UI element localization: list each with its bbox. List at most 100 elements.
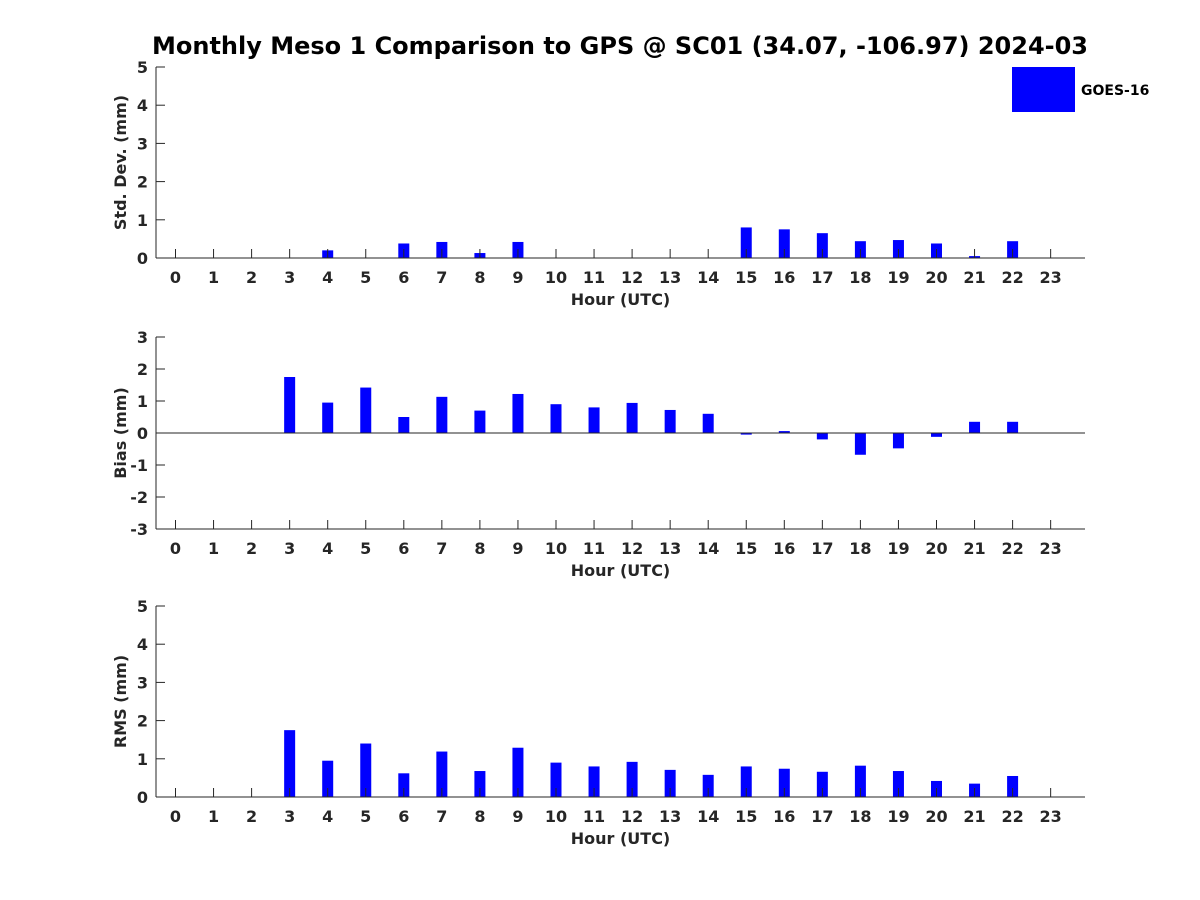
x-tick-label: 0 <box>170 539 181 558</box>
x-tick-label: 13 <box>659 539 681 558</box>
x-tick-label: 0 <box>170 268 181 287</box>
y-tick-label: 2 <box>137 712 148 731</box>
x-tick-label: 6 <box>398 268 409 287</box>
x-tick-label: 3 <box>284 539 295 558</box>
x-tick-label: 22 <box>1001 539 1023 558</box>
x-tick-label: 0 <box>170 807 181 826</box>
x-tick-label: 7 <box>436 268 447 287</box>
bar-hour-4 <box>322 760 334 797</box>
x-tick-label: 1 <box>208 268 219 287</box>
bar-hour-8 <box>474 771 486 797</box>
x-tick-label: 9 <box>512 807 523 826</box>
bar-hour-18 <box>854 433 866 455</box>
bar-hour-19 <box>892 433 904 449</box>
x-tick-label: 5 <box>360 268 371 287</box>
y-tick-label: -1 <box>130 456 148 475</box>
x-tick-label: 1 <box>208 807 219 826</box>
x-tick-label: 22 <box>1001 807 1023 826</box>
x-tick-label: 15 <box>735 539 757 558</box>
x-tick-label: 11 <box>583 807 605 826</box>
x-tick-label: 9 <box>512 268 523 287</box>
bar-hour-10 <box>550 762 562 797</box>
x-tick-label: 17 <box>811 807 833 826</box>
bar-hour-17 <box>816 771 828 797</box>
x-tick-label: 14 <box>697 539 719 558</box>
x-tick-label: 22 <box>1001 268 1023 287</box>
x-tick-label: 18 <box>849 807 871 826</box>
x-tick-label: 13 <box>659 268 681 287</box>
y-tick-label: 2 <box>137 173 148 192</box>
bar-hour-13 <box>664 769 676 797</box>
x-tick-label: 19 <box>887 268 909 287</box>
bar-hour-17 <box>816 433 828 440</box>
x-tick-label: 12 <box>621 539 643 558</box>
x-tick-label: 9 <box>512 539 523 558</box>
bar-hour-21 <box>969 421 981 433</box>
x-tick-label: 16 <box>773 268 795 287</box>
x-tick-label: 20 <box>925 539 947 558</box>
bar-hour-9 <box>512 747 524 797</box>
x-tick-label: 7 <box>436 539 447 558</box>
y-tick-label: 0 <box>137 788 148 807</box>
bar-hour-19 <box>892 771 904 797</box>
x-tick-label: 6 <box>398 539 409 558</box>
legend-label: GOES-16 <box>1081 83 1149 99</box>
bar-hour-3 <box>284 730 296 797</box>
x-tick-label: 5 <box>360 807 371 826</box>
x-tick-label: 12 <box>621 268 643 287</box>
bar-hour-16 <box>778 229 790 258</box>
x-tick-label: 6 <box>398 807 409 826</box>
x-tick-label: 17 <box>811 268 833 287</box>
x-tick-label: 18 <box>849 268 871 287</box>
y-tick-label: 4 <box>137 96 148 115</box>
x-tick-label: 23 <box>1040 268 1062 287</box>
x-tick-label: 7 <box>436 807 447 826</box>
y-tick-label: 0 <box>137 424 148 443</box>
y-tick-label: 3 <box>137 134 148 153</box>
bar-hour-16 <box>778 431 790 433</box>
x-tick-label: 4 <box>322 807 333 826</box>
bar-hour-5 <box>360 387 372 433</box>
bar-hour-7 <box>436 396 448 433</box>
x-tick-label: 10 <box>545 268 567 287</box>
bar-hour-15 <box>740 766 752 797</box>
x-tick-label: 23 <box>1040 807 1062 826</box>
x-axis-label: Hour (UTC) <box>571 829 671 848</box>
x-tick-label: 4 <box>322 539 333 558</box>
x-tick-label: 3 <box>284 807 295 826</box>
bar-hour-20 <box>931 433 942 437</box>
x-tick-label: 21 <box>963 539 985 558</box>
x-tick-label: 19 <box>887 539 909 558</box>
bar-hour-13 <box>664 409 676 433</box>
x-tick-label: 14 <box>697 807 719 826</box>
bar-hour-11 <box>588 407 600 433</box>
bar-hour-7 <box>436 751 448 797</box>
bar-hour-9 <box>512 393 524 433</box>
x-axis-label: Hour (UTC) <box>571 290 671 309</box>
y-axis-label: Std. Dev. (mm) <box>111 95 130 230</box>
bar-hour-22 <box>1007 421 1019 433</box>
bar-hour-12 <box>626 402 638 433</box>
y-tick-label: 5 <box>137 58 148 77</box>
bar-hour-17 <box>816 233 828 258</box>
x-tick-label: 8 <box>474 539 485 558</box>
bar-hour-15 <box>740 433 752 435</box>
x-tick-label: 21 <box>963 268 985 287</box>
bar-hour-14 <box>702 774 714 797</box>
x-tick-label: 20 <box>925 807 947 826</box>
x-tick-label: 10 <box>545 539 567 558</box>
x-tick-label: 2 <box>246 539 257 558</box>
x-tick-label: 18 <box>849 539 871 558</box>
bar-hour-11 <box>588 766 600 797</box>
x-tick-label: 13 <box>659 807 681 826</box>
x-tick-label: 5 <box>360 539 371 558</box>
y-axis-label: RMS (mm) <box>111 655 130 748</box>
y-tick-label: 1 <box>137 750 148 769</box>
y-tick-label: 1 <box>137 392 148 411</box>
bar-hour-22 <box>1007 775 1019 797</box>
y-tick-label: 2 <box>137 360 148 379</box>
